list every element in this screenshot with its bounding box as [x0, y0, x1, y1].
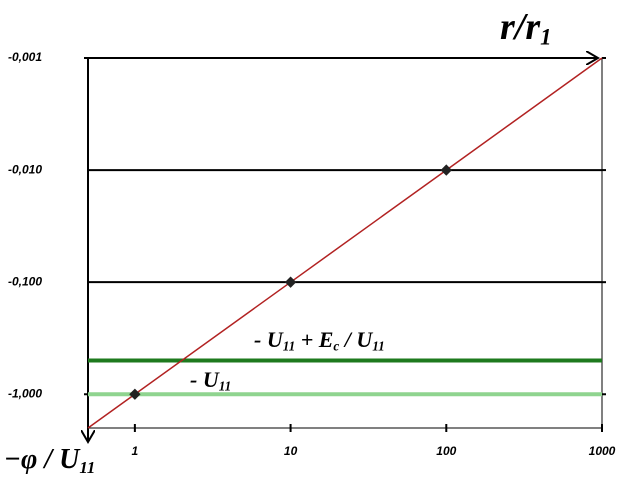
data-line [87, 57, 603, 429]
label-subscript: c [333, 339, 339, 354]
data-point [440, 164, 452, 176]
label-text: / U [339, 327, 373, 352]
y-tick-label: -0,100 [8, 274, 42, 288]
x-tick-label: 1000 [589, 444, 616, 458]
label-subscript: 11 [372, 339, 384, 354]
label-text: + E [295, 327, 333, 352]
data-point [284, 276, 297, 288]
y-tick-label: -1,000 [8, 386, 42, 400]
label-text: - U [190, 367, 220, 392]
y-tick-label: -0,010 [8, 162, 42, 176]
label-subscript: 11 [283, 339, 295, 354]
label: - U11 + Ec / U11 [254, 327, 385, 353]
x-tick-label: 1 [132, 444, 139, 458]
x-tick-label: 10 [284, 444, 298, 458]
y-tick-label: -0,001 [8, 50, 42, 64]
label: r/r1 [500, 6, 552, 50]
label-subscript: 1 [540, 25, 551, 50]
label: - U11 [190, 367, 231, 393]
label: −φ / U11 [4, 444, 95, 476]
label-subscript: 11 [79, 458, 95, 477]
label-text: r/r [500, 6, 541, 48]
label-subscript: 11 [219, 379, 231, 394]
data-point [129, 388, 141, 400]
label-text: −φ / U [4, 444, 81, 475]
x-tick-label: 100 [436, 444, 456, 458]
label-text: - U [254, 327, 284, 352]
